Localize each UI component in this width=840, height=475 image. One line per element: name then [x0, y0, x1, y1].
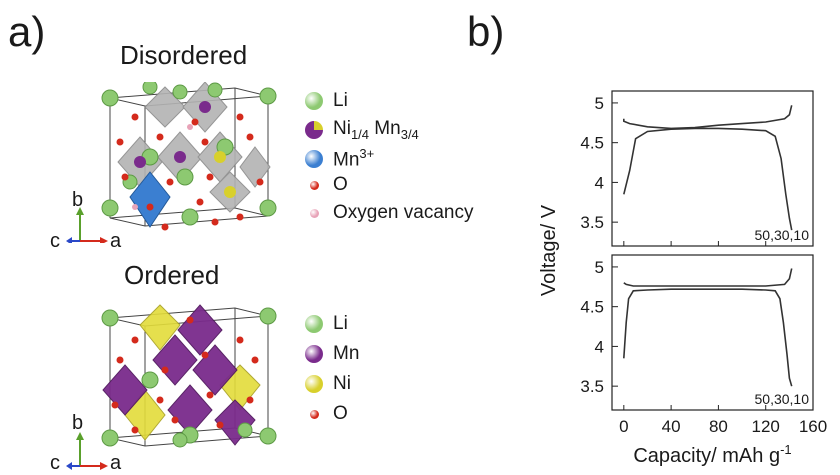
- plot-frame: [611, 254, 814, 411]
- legend-label: Li: [333, 313, 348, 334]
- legend-item: O: [305, 403, 348, 425]
- x-tick-label: 160: [799, 417, 827, 436]
- legend-disordered: Li Ni1/4 Mn3/4 Mn3+ O Oxygen vacancy: [305, 90, 525, 235]
- axis-c-ordered: c: [50, 452, 60, 474]
- legend-item: Mn: [305, 343, 359, 365]
- legend-label: Ni1/4 Mn3/4: [333, 118, 419, 142]
- y-axis-label: Voltage/ V: [538, 204, 560, 296]
- x-axis-label: Capacity/ mAh g-1: [633, 442, 791, 467]
- series-line: [623, 288, 793, 387]
- cycle-annotation: 50,30,10: [755, 227, 810, 243]
- legend-marker: [305, 120, 323, 139]
- o-atoms: [111, 316, 259, 434]
- y-tick-label: 4.5: [580, 134, 604, 153]
- axis-triad-disordered: [66, 207, 108, 243]
- disordered-title: Disordered: [120, 40, 248, 70]
- y-tick-label: 4: [595, 337, 604, 356]
- x-tick-label: 80: [709, 417, 728, 436]
- voltage-capacity-chart: 3.5 4 4.5 5 50,30,10 3.5 4 4.5 5 50,30,10 0 40 80 120…: [538, 90, 827, 467]
- x-tick-label: 120: [752, 417, 780, 436]
- legend-ordered: Li Mn Ni O: [305, 313, 425, 433]
- legend-marker: [305, 149, 323, 168]
- plot-frame: [611, 90, 814, 247]
- y-tick-label: 5: [595, 94, 604, 113]
- legend-label: Li: [333, 90, 348, 111]
- li-atoms: [101, 82, 277, 226]
- x-tick-label: 40: [662, 417, 681, 436]
- series-line: [623, 105, 793, 130]
- legend-label: O: [333, 403, 348, 424]
- axis-b-ordered: b: [72, 412, 84, 434]
- panel-b-label: b): [467, 8, 505, 55]
- y-tick-label: 4: [595, 173, 604, 192]
- mn3-octahedron: [129, 171, 171, 228]
- axis-a-ordered: a: [110, 452, 122, 474]
- axis-c-disordered: c: [50, 230, 60, 252]
- legend-marker: [305, 345, 323, 363]
- cycle-annotation: 50,30,10: [755, 391, 810, 407]
- y-tick-label: 4.5: [580, 298, 604, 317]
- y-tick-label: 3.5: [580, 377, 604, 396]
- legend-marker: [310, 180, 319, 190]
- legend-label: Mn: [333, 343, 360, 364]
- legend-marker: [310, 208, 319, 218]
- axis-triad-ordered: [66, 432, 108, 470]
- legend-label: Ni: [333, 373, 351, 394]
- li-atoms: [101, 307, 277, 448]
- legend-item: Ni1/4 Mn3/4: [305, 118, 419, 142]
- legend-marker: [305, 315, 323, 333]
- series-line: [623, 127, 793, 231]
- legend-item: Li: [305, 90, 348, 112]
- vacancy-atoms: [132, 124, 193, 210]
- panel-a-label: a): [8, 8, 46, 55]
- x-axis-label-sup: -1: [780, 442, 792, 457]
- legend-item: Ni: [305, 373, 351, 395]
- ordered-structure: [101, 304, 277, 448]
- disordered-structure: [101, 82, 277, 231]
- legend-item: Oxygen vacancy: [305, 202, 473, 224]
- nimn-atoms: [134, 101, 236, 198]
- legend-label: Oxygen vacancy: [333, 202, 474, 223]
- axis-a-disordered: a: [110, 230, 122, 252]
- legend-marker: [305, 92, 323, 110]
- legend-item: Mn3+: [305, 146, 374, 171]
- ordered-title: Ordered: [124, 260, 220, 290]
- legend-marker: [305, 375, 323, 393]
- axis-b-disordered: b: [72, 189, 84, 211]
- o-atoms: [116, 113, 264, 231]
- series-line: [623, 268, 793, 287]
- y-tick-label: 5: [595, 258, 604, 277]
- legend-label: Mn3+: [333, 146, 375, 171]
- x-tick-label: 0: [619, 417, 628, 436]
- y-tick-label: 3.5: [580, 213, 604, 232]
- legend-item: Li: [305, 313, 348, 335]
- legend-marker: [310, 409, 319, 419]
- legend-label: O: [333, 174, 348, 195]
- legend-item: O: [305, 174, 348, 196]
